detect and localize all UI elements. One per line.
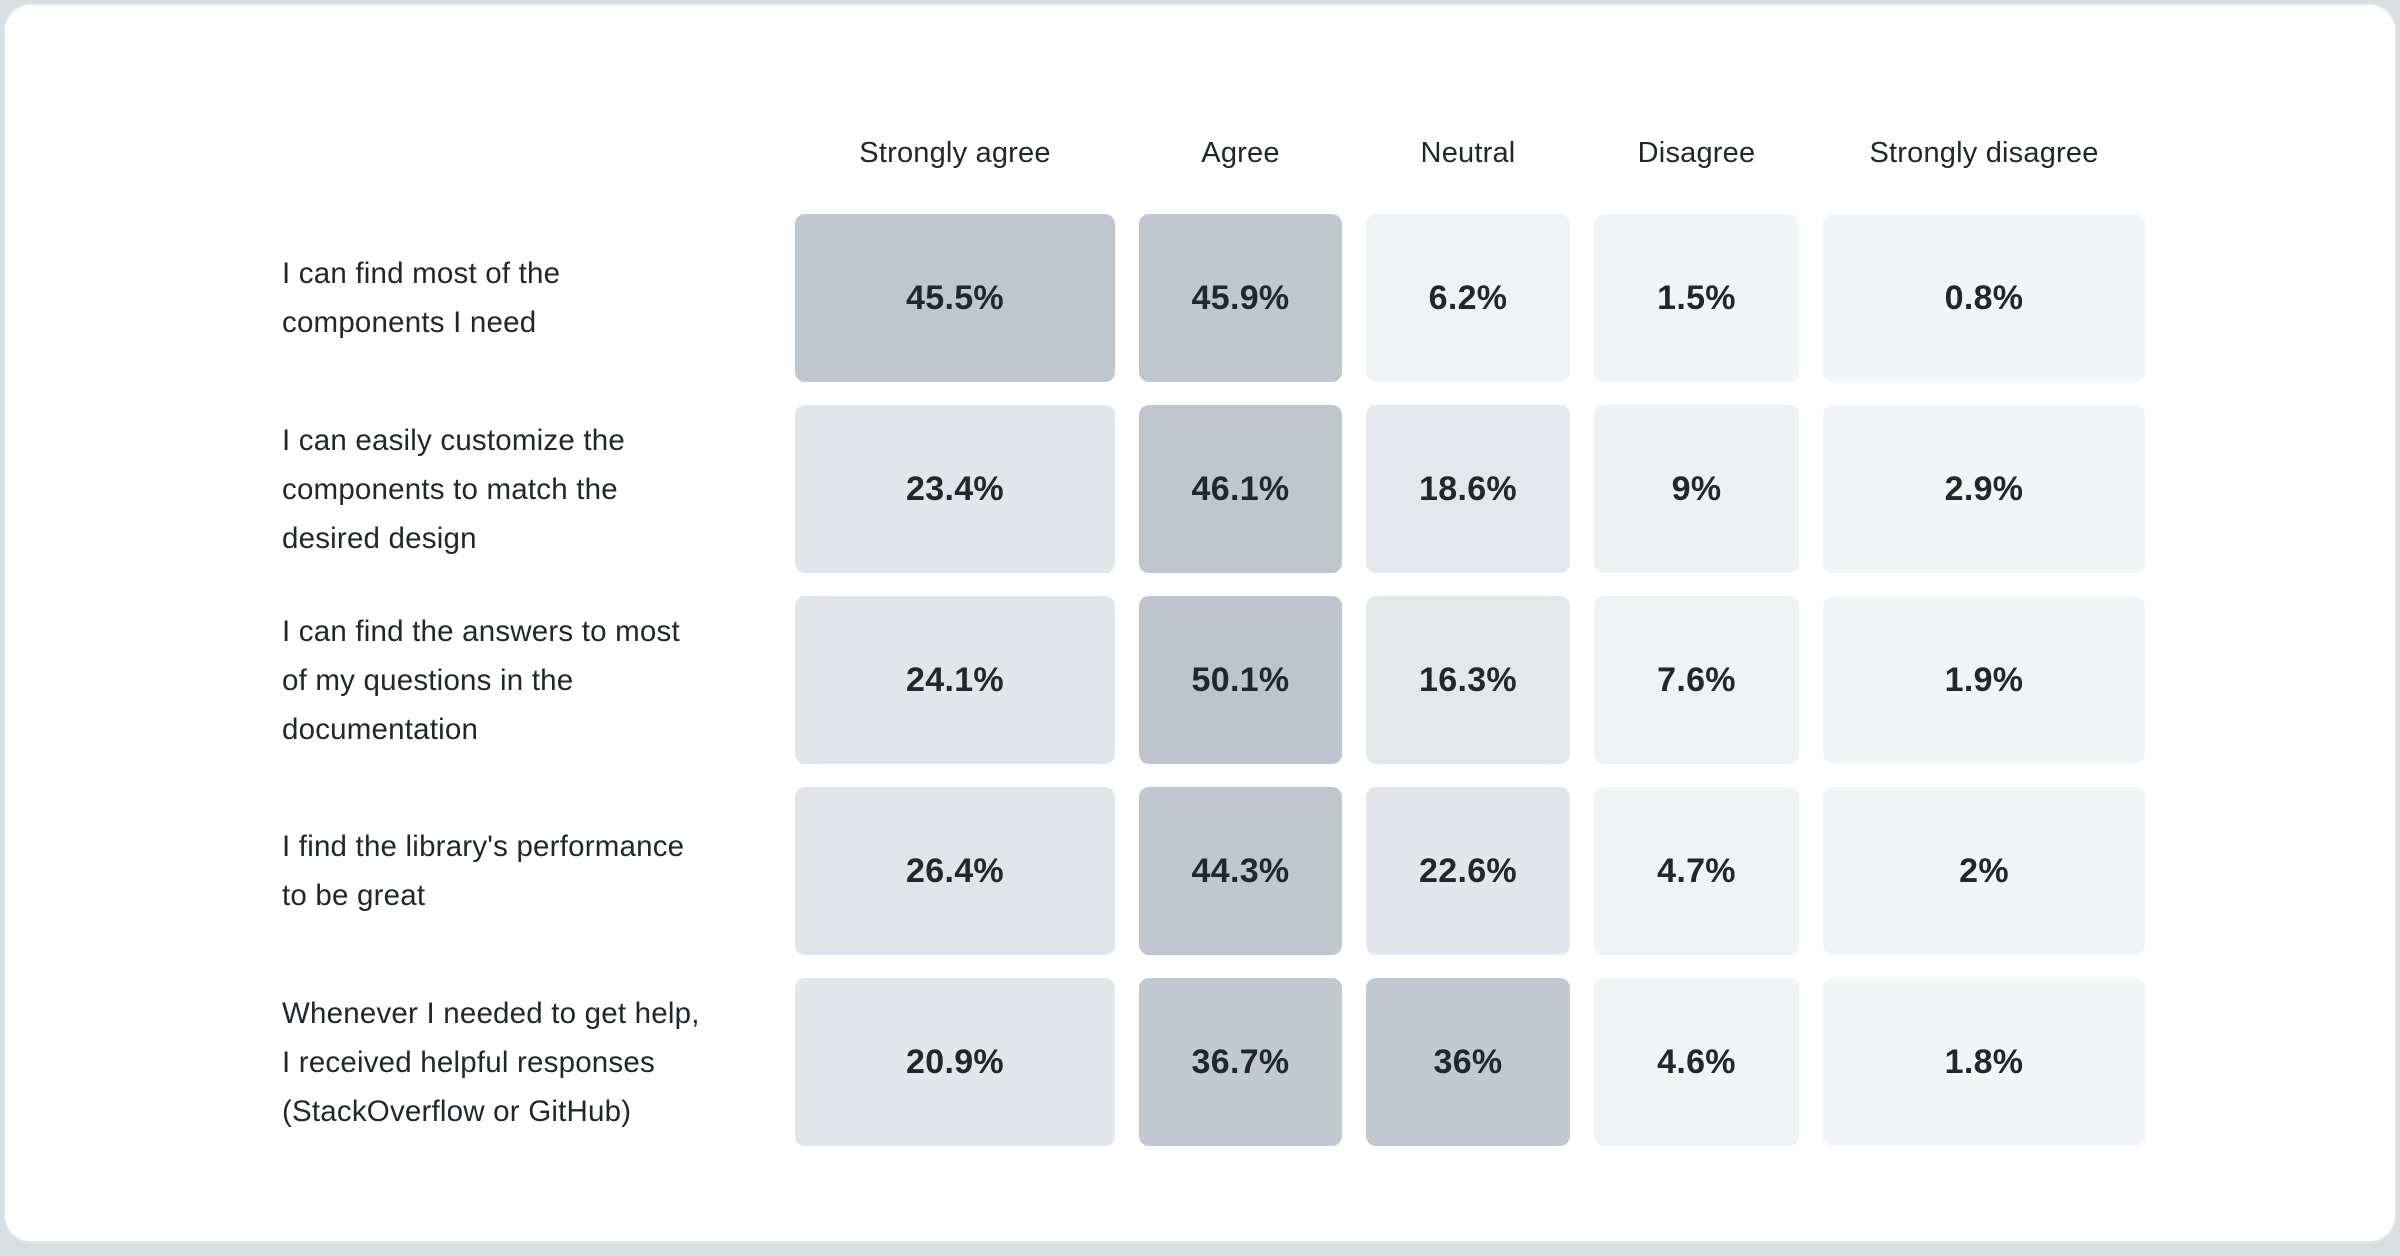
- likert-heatmap-matrix: Strongly agree Agree Neutral Disagree St…: [282, 115, 2145, 1146]
- heatmap-cell: 22.6%: [1366, 787, 1570, 955]
- heatmap-cell: 4.7%: [1594, 787, 1799, 955]
- heatmap-cell: 1.5%: [1594, 214, 1799, 382]
- heatmap-cell: 18.6%: [1366, 405, 1570, 573]
- heatmap-cell: 4.6%: [1594, 978, 1799, 1146]
- heatmap-cell: 24.1%: [795, 596, 1115, 764]
- heatmap-cell: 1.8%: [1823, 978, 2145, 1146]
- heatmap-cell: 7.6%: [1594, 596, 1799, 764]
- heatmap-cell: 2.9%: [1823, 405, 2145, 573]
- heatmap-cell: 36.7%: [1139, 978, 1342, 1146]
- row-label-find-components: I can find most of the components I need: [282, 257, 561, 339]
- heatmap-cell: 50.1%: [1139, 596, 1342, 764]
- heatmap-cell: 2%: [1823, 787, 2145, 955]
- heatmap-cell: 1.9%: [1823, 596, 2145, 764]
- heatmap-cell: 20.9%: [795, 978, 1115, 1146]
- heatmap-cell: 26.4%: [795, 787, 1115, 955]
- column-header-strongly-agree: Strongly agree: [859, 136, 1051, 169]
- row-label-documentation-answers: I can find the answers to most of my que…: [282, 614, 680, 746]
- heatmap-cell: 23.4%: [795, 405, 1115, 573]
- row-label-customize-components: I can easily customize the components to…: [282, 423, 625, 555]
- heatmap-cell: 6.2%: [1366, 214, 1570, 382]
- column-header-strongly-disagree: Strongly disagree: [1869, 136, 2099, 169]
- heatmap-cell: 9%: [1594, 405, 1799, 573]
- heatmap-cell: 46.1%: [1139, 405, 1342, 573]
- row-label-helpful-responses: Whenever I needed to get help, I receive…: [282, 996, 700, 1128]
- row-label-library-performance: I find the library's performance to be g…: [282, 830, 685, 912]
- column-header-agree: Agree: [1201, 136, 1280, 169]
- heatmap-cell: 0.8%: [1823, 214, 2145, 382]
- column-header-neutral: Neutral: [1420, 136, 1516, 169]
- heatmap-cell: 45.9%: [1139, 214, 1342, 382]
- heatmap-cell: 16.3%: [1366, 596, 1570, 764]
- column-header-disagree: Disagree: [1637, 136, 1756, 169]
- heatmap-cell: 44.3%: [1139, 787, 1342, 955]
- heatmap-cell: 45.5%: [795, 214, 1115, 382]
- heatmap-cell: 36%: [1366, 978, 1570, 1146]
- survey-results-card: Strongly agree Agree Neutral Disagree St…: [3, 3, 2397, 1243]
- corner-spacer: [282, 115, 771, 191]
